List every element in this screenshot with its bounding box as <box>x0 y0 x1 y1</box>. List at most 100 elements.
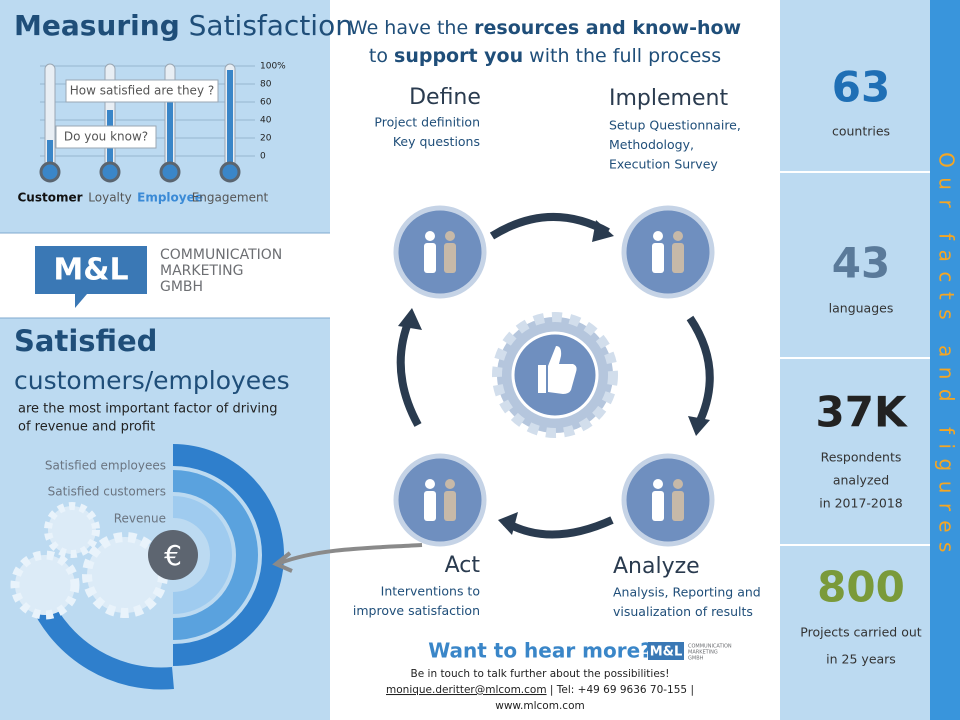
logo-text: COMMUNICATION <box>160 247 282 263</box>
bubble-text: How satisfied are they ? <box>70 84 214 98</box>
fact-number: 800 <box>817 563 905 612</box>
arrow <box>279 543 423 565</box>
step-text: improve satisfaction <box>353 603 480 618</box>
step-title: Analyze <box>613 554 700 579</box>
satisfied-text: are the most important factor of driving <box>18 402 278 417</box>
step-circle <box>621 453 715 547</box>
arc-label: Satisfied customers <box>48 485 166 499</box>
bulb <box>39 161 61 183</box>
fact-text: countries <box>832 124 890 139</box>
thermometer-label: Engagement <box>192 191 269 205</box>
title: Measuring Satisfaction <box>14 9 353 42</box>
arrow <box>686 315 714 427</box>
fact-text: in 2017-2018 <box>819 496 903 511</box>
arrowhead <box>398 308 422 330</box>
bulb <box>219 161 241 183</box>
person-body <box>672 491 684 521</box>
logo: M&L COMMUNICATION MARKETING GMBH <box>35 246 282 308</box>
side-strip <box>930 0 960 720</box>
footer-logo-mark: M&L <box>650 645 683 660</box>
fact-text: Respondents <box>821 450 902 465</box>
scale-label: 80 <box>260 80 272 90</box>
scale-label: 40 <box>260 116 272 126</box>
footer-title: Want to hear more? <box>428 639 652 663</box>
step-circle <box>393 205 487 299</box>
side-title: Our facts and figures <box>935 152 959 562</box>
fact-number: 43 <box>832 239 890 288</box>
satisfied-subtitle: customers/employees <box>14 366 290 395</box>
arc <box>172 470 258 640</box>
header: We have the resources and know-how <box>349 17 741 39</box>
step-text: Interventions to <box>381 584 480 599</box>
logo-text: GMBH <box>160 279 203 295</box>
bulb <box>99 161 121 183</box>
arrowhead <box>592 220 614 242</box>
step-text: Key questions <box>393 134 480 149</box>
person-body <box>424 243 436 273</box>
arrow <box>503 516 614 539</box>
logo-text: MARKETING <box>160 263 243 279</box>
fact-text: Projects carried out <box>800 625 921 640</box>
arc <box>172 496 232 614</box>
scale-label: 20 <box>260 134 272 144</box>
person-body <box>672 243 684 273</box>
step-text: Project definition <box>374 115 480 130</box>
thermometers: 100% 80 60 40 20 0 Customer Loyalty EmployeeEnga… <box>17 62 286 205</box>
person-body <box>444 243 456 273</box>
step-circle <box>393 453 487 547</box>
person-head <box>445 231 455 241</box>
fact-text: analyzed <box>833 473 889 488</box>
person-head <box>653 479 663 489</box>
person-head <box>425 231 435 241</box>
footer-web[interactable]: www.mlcom.com <box>495 700 584 712</box>
scale-label: 60 <box>260 98 272 108</box>
speech-bubble <box>55 125 157 149</box>
satisfied-text: of revenue and profit <box>18 420 155 435</box>
logo-mark: M&L <box>53 253 128 288</box>
step-title: Implement <box>609 86 728 111</box>
thermometer-label: Loyalty <box>88 191 131 205</box>
footer-logo-shape <box>648 642 684 660</box>
scale-label: 0 <box>260 152 266 162</box>
footer-logo-text: GMBH <box>688 656 704 662</box>
facts-panel <box>780 0 930 720</box>
arc <box>172 444 284 666</box>
person-head <box>445 479 455 489</box>
euro-symbol: € <box>164 539 182 572</box>
coin <box>148 530 198 580</box>
scale-label: 100% <box>260 62 286 72</box>
step-title: Define <box>409 85 481 110</box>
arrowhead <box>272 551 293 573</box>
step-text: Setup Questionnaire, <box>609 118 741 133</box>
fact-number: 63 <box>832 63 890 112</box>
person-body <box>444 491 456 521</box>
arrow <box>396 316 422 427</box>
fact-text: in 25 years <box>826 652 896 667</box>
facts: 63 countries 43 languages 37K Respondents anal… <box>800 63 921 667</box>
footer-text: Be in touch to talk further about the po… <box>411 668 670 680</box>
thermometer-label: Customer <box>17 191 82 205</box>
gear <box>44 502 100 558</box>
person-head <box>673 479 683 489</box>
step-text: visualization of results <box>613 604 753 619</box>
satisfied-title: Satisfied <box>14 324 157 358</box>
footer-contact: monique.deritter@mlcom.com | Tel: +49 69… <box>386 684 694 696</box>
tube-fill <box>227 70 233 168</box>
logo-shape <box>35 246 147 308</box>
speech-bubble <box>65 79 219 103</box>
bubble-text: Do you know? <box>64 130 148 144</box>
thermometer-label: Employee <box>137 191 203 205</box>
tube-fill <box>167 82 173 168</box>
person-head <box>653 231 663 241</box>
step-title: Act <box>445 553 481 578</box>
step-text: Methodology, <box>609 137 694 152</box>
arc-label: Satisfied employees <box>45 459 166 473</box>
header: to support you with the full process <box>369 45 721 67</box>
email[interactable]: monique.deritter@mlcom.com <box>386 684 547 696</box>
footer-logo-text: COMMUNICATION <box>688 644 732 650</box>
person-body <box>652 243 664 273</box>
tube-fill <box>47 140 53 168</box>
step-text: Analysis, Reporting and <box>613 585 761 600</box>
